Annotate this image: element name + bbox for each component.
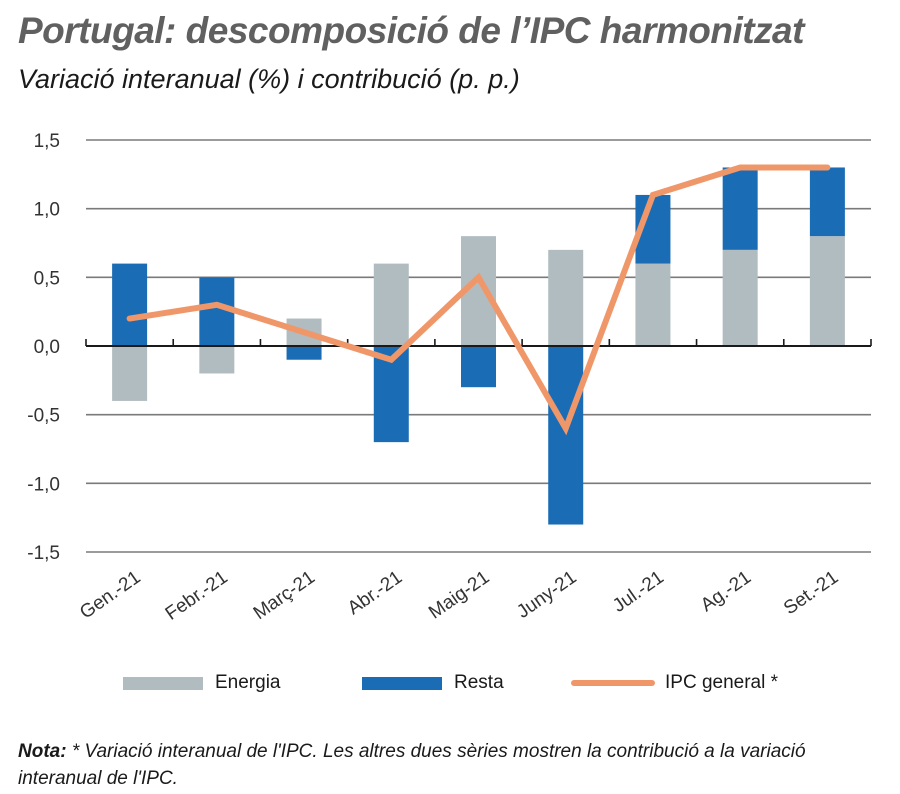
y-tick-label: 1,0 <box>34 200 60 221</box>
legend: Energia Resta IPC general * <box>0 672 900 696</box>
y-tick-label: 1,5 <box>34 131 60 152</box>
x-tick-label: Maig-21 <box>425 567 493 624</box>
bar-energia <box>635 263 671 346</box>
y-tick-label: -1,5 <box>27 543 60 564</box>
legend-item-resta: Resta <box>362 672 504 694</box>
bar-resta <box>286 346 322 360</box>
x-tick-label: Març-21 <box>250 567 319 624</box>
chart-subtitle: Variació interanual (%) i contribució (p… <box>18 64 520 94</box>
y-tick-label: -0,5 <box>27 406 60 427</box>
bar-resta <box>199 277 235 346</box>
x-tick-label: Juny-21 <box>513 567 580 623</box>
bars-layer <box>112 167 845 525</box>
chart-note: Nota: * Variació interanual de l'IPC. Le… <box>18 738 888 792</box>
legend-label-resta: Resta <box>454 672 504 693</box>
note-label: Nota: <box>18 741 67 762</box>
chart: 1,5 1,0 0,5 0,0 -0,5 -1,0 -1,5 Gen.-21 Febr.-21… <box>27 131 872 625</box>
bar-energia <box>373 263 409 346</box>
legend-swatch-energia <box>123 676 203 690</box>
legend-swatch-resta <box>362 676 442 690</box>
bar-resta <box>548 346 584 525</box>
legend-label-energia: Energia <box>215 672 281 693</box>
bar-energia <box>722 249 758 346</box>
y-axis-labels: 1,5 1,0 0,5 0,0 -0,5 -1,0 -1,5 <box>27 131 60 564</box>
bar-energia <box>112 346 148 401</box>
legend-item-energia: Energia <box>123 672 281 694</box>
x-tick-label: Set.-21 <box>780 567 842 619</box>
bar-resta <box>112 263 148 346</box>
bar-resta <box>809 167 845 237</box>
x-axis-labels: Gen.-21 Febr.-21 Març-21 Abr.-21 Maig-21 Juny… <box>76 567 842 625</box>
x-axis <box>85 339 872 347</box>
bar-energia <box>809 236 845 346</box>
y-tick-label: 0,5 <box>34 268 60 289</box>
legend-swatch-ipc-general <box>571 680 655 686</box>
bar-energia <box>199 346 235 374</box>
legend-item-ipc-general: IPC general * <box>571 672 778 694</box>
x-tick-label: Gen.-21 <box>76 567 144 624</box>
legend-label-ipc-general: IPC general * <box>665 672 779 693</box>
x-tick-label: Jul.-21 <box>609 567 668 617</box>
bar-resta <box>722 167 758 250</box>
bar-resta <box>461 346 496 388</box>
x-tick-label: Ag.-21 <box>697 567 755 616</box>
x-tick-label: Abr.-21 <box>344 567 406 619</box>
y-tick-label: 0,0 <box>34 337 60 358</box>
x-tick-label: Febr.-21 <box>162 567 232 625</box>
line-layer <box>126 164 831 436</box>
chart-title: Portugal: descomposició de l’IPC harmoni… <box>18 10 804 51</box>
y-tick-label: -1,0 <box>27 474 60 495</box>
bar-energia <box>548 249 584 346</box>
note-text: * Variació interanual de l'IPC. Les altr… <box>18 741 806 789</box>
